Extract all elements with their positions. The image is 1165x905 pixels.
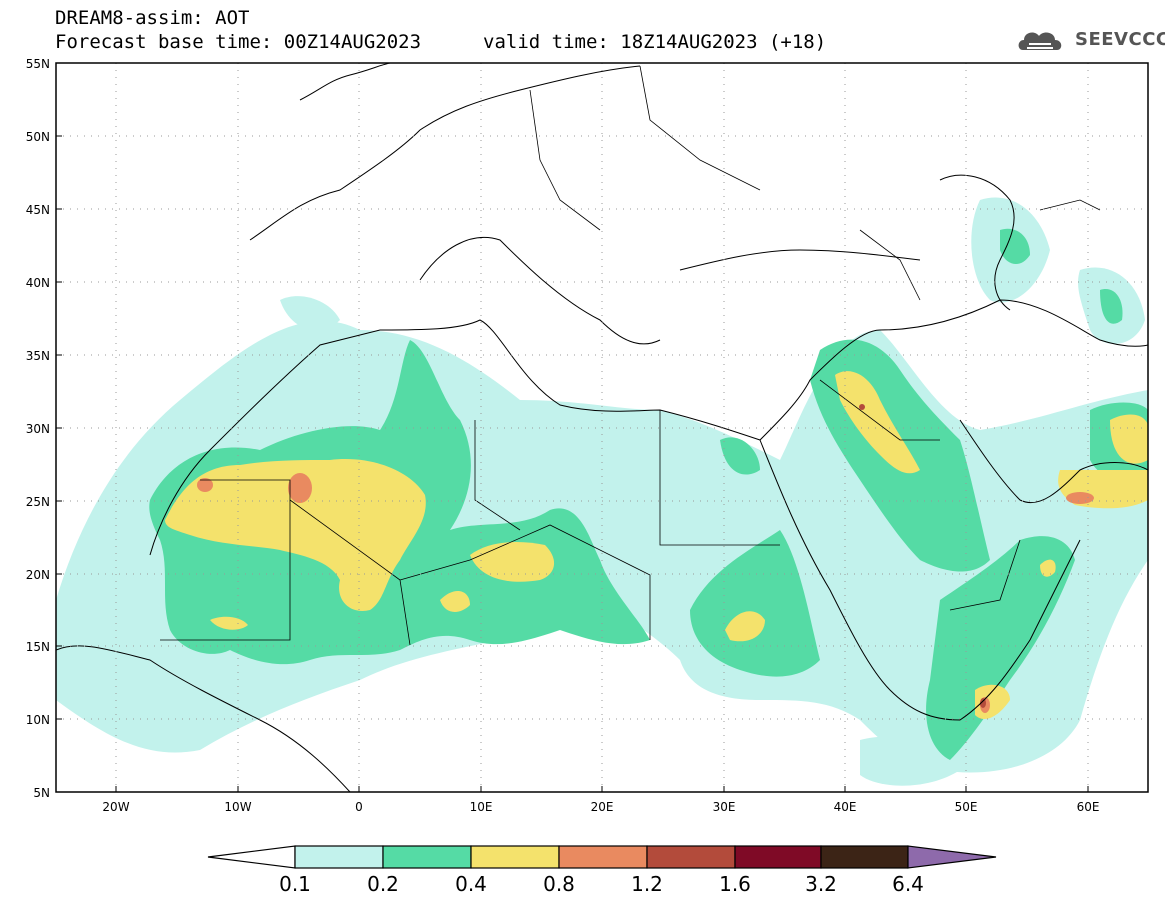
colorbar-segment	[470, 845, 560, 869]
colorbar-segment	[382, 845, 472, 869]
seevccc-logo-text: SEEVCCC	[1075, 29, 1165, 50]
colorbar-segment	[907, 845, 997, 869]
colorbar-label: 0.4	[455, 872, 487, 896]
lat-label: 45N	[26, 203, 50, 217]
lat-label: 55N	[26, 57, 50, 71]
lat-label: 30N	[26, 422, 50, 436]
colorbar-label: 1.6	[719, 872, 751, 896]
grid	[56, 63, 1148, 792]
aot-level-1.2	[859, 404, 986, 708]
colorbar-label: 6.4	[892, 872, 924, 896]
colorbar	[207, 845, 997, 869]
lon-label: 20W	[102, 800, 129, 814]
lat-label: 5N	[33, 786, 50, 800]
colorbar-segment	[820, 845, 909, 869]
colorbar-label: 3.2	[805, 872, 837, 896]
aot-level-0.8	[197, 473, 1094, 713]
aot-level-0.4	[165, 371, 1148, 720]
coastlines	[56, 63, 1148, 792]
colorbar-segment	[734, 845, 822, 869]
lon-label: 60E	[1077, 800, 1100, 814]
colorbar-segment	[207, 845, 296, 869]
colorbar-label: 0.1	[279, 872, 311, 896]
aot-shading	[56, 197, 1148, 786]
colorbar-label: 0.8	[543, 872, 575, 896]
lat-label: 40N	[26, 276, 50, 290]
colorbar-segment	[294, 845, 384, 869]
lat-label: 10N	[26, 713, 50, 727]
latitude-labels: 55N 50N 45N 40N 35N 30N 25N 20N 15N 10N …	[26, 57, 50, 800]
lon-label: 10W	[224, 800, 251, 814]
colorbar-label: 1.2	[631, 872, 663, 896]
lon-label: 10E	[470, 800, 493, 814]
tick-marks	[56, 62, 1089, 792]
longitude-labels: 20W 10W 0 10E 20E 30E 40E 50E 60E	[102, 800, 1099, 814]
colorbar-segment	[558, 845, 648, 869]
lat-label: 15N	[26, 640, 50, 654]
cloud-icon	[1018, 32, 1062, 50]
lon-label: 0	[355, 800, 363, 814]
lat-label: 25N	[26, 495, 50, 509]
lon-label: 40E	[834, 800, 857, 814]
colorbar-labels: 0.1 0.2 0.4 0.8 1.2 1.6 3.2 6.4	[279, 872, 924, 896]
lon-label: 20E	[591, 800, 614, 814]
lat-label: 20N	[26, 568, 50, 582]
lat-label: 35N	[26, 349, 50, 363]
valid-time: valid time: 18Z14AUG2023 (+18)	[483, 31, 827, 53]
colorbar-label: 0.2	[367, 872, 399, 896]
colorbar-segment	[646, 845, 736, 869]
borders	[160, 65, 1101, 646]
lon-label: 50E	[955, 800, 978, 814]
lon-label: 30E	[713, 800, 736, 814]
forecast-base-time: Forecast base time: 00Z14AUG2023	[55, 31, 422, 53]
lat-label: 50N	[26, 130, 50, 144]
map-title: DREAM8-assim: AOT	[55, 7, 250, 29]
